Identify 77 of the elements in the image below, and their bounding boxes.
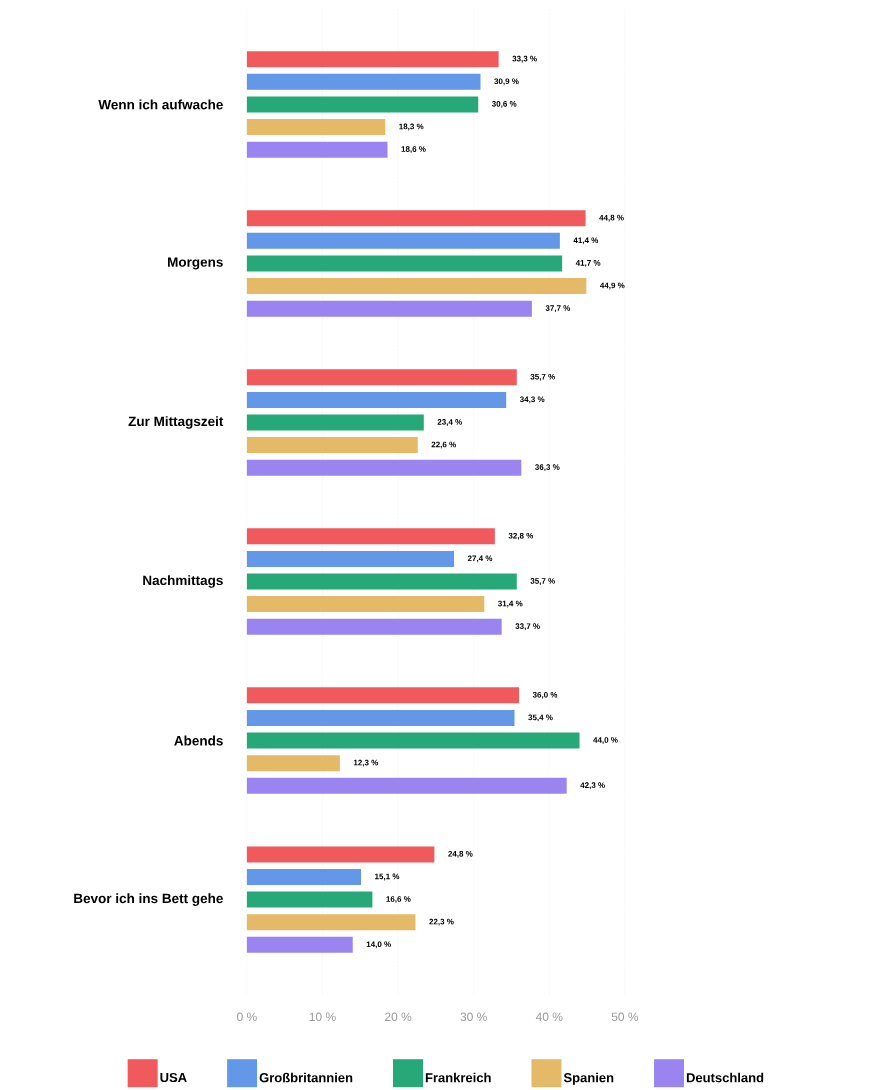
legend-label: Spanien (563, 1072, 614, 1085)
bar (246, 687, 520, 704)
y-tick-label: Bevor ich ins Bett gehe (74, 893, 223, 906)
data-label: 22,6 % (431, 441, 457, 449)
data-label: 24,8 % (448, 850, 473, 858)
data-label: 34,3 % (519, 396, 545, 404)
data-label: 30,6 % (492, 101, 517, 108)
y-tick-label: Nachmittags (143, 575, 223, 588)
bar (246, 936, 353, 953)
data-label: 30,9 % (494, 78, 519, 86)
data-label: 41,7 % (575, 260, 601, 267)
bar (246, 391, 507, 408)
data-label: 35,7 % (530, 578, 556, 585)
legend-label: USA (160, 1072, 187, 1083)
data-label: 31,4 % (498, 600, 523, 608)
x-tick-label: 10 % (309, 1012, 336, 1022)
bar (246, 300, 532, 317)
bar (246, 73, 481, 90)
bar (246, 437, 418, 454)
bar (246, 732, 580, 749)
bar (246, 550, 455, 567)
data-label: 27,4 % (467, 555, 493, 563)
data-label: 18,6 % (401, 146, 426, 154)
data-label: 18,3 % (399, 123, 424, 131)
bar (246, 414, 424, 431)
data-label: 16,6 % (386, 896, 411, 903)
data-label: 22,3 % (429, 918, 454, 926)
data-label: 41,4 % (573, 237, 599, 245)
data-label: 12,3 % (353, 759, 379, 767)
legend-label: Frankreich (425, 1072, 491, 1083)
y-tick-label: Zur Mittagszeit (128, 416, 224, 429)
legend-label: Deutschland (686, 1072, 764, 1083)
bar (246, 210, 586, 227)
bar (246, 232, 560, 249)
data-label: 36,3 % (535, 464, 560, 472)
bar (246, 914, 416, 931)
data-label: 33,7 % (515, 623, 540, 631)
bar (246, 755, 340, 772)
bar (246, 618, 502, 635)
bar (246, 278, 587, 295)
data-label: 44,0 % (593, 737, 618, 744)
bar (246, 459, 522, 476)
bar (246, 51, 499, 68)
bar (246, 868, 362, 885)
bar (246, 96, 479, 113)
data-label: 35,4 % (528, 714, 553, 722)
bar (246, 709, 515, 726)
data-label: 44,9 % (600, 282, 625, 290)
data-label: 14,0 % (366, 941, 392, 949)
y-tick-label: Morgens (168, 257, 223, 270)
data-label: 37,7 % (545, 305, 571, 313)
x-tick-label: 0 % (237, 1012, 257, 1022)
data-label: 32,8 % (508, 532, 534, 540)
x-tick-label: 40 % (535, 1012, 563, 1022)
bar (246, 141, 388, 158)
data-label: 42,3 % (580, 782, 605, 790)
bar (246, 891, 373, 908)
bar (246, 369, 517, 386)
data-label: 36,0 % (532, 691, 558, 699)
x-tick-label: 20 % (385, 1012, 412, 1022)
bar (246, 255, 563, 272)
x-tick-label: 50 % (611, 1012, 639, 1022)
data-label: 35,7 % (530, 373, 556, 381)
data-label: 33,3 % (512, 55, 537, 63)
bar (246, 596, 485, 613)
bar (246, 846, 435, 863)
data-label: 44,8 % (599, 214, 624, 222)
bar (246, 119, 386, 136)
bar (246, 528, 495, 545)
bar (246, 573, 517, 590)
legend-label: Großbritannien (259, 1072, 353, 1083)
bar (246, 777, 567, 794)
y-tick-label: Wenn ich aufwache (98, 99, 223, 110)
x-tick-label: 30 % (460, 1012, 487, 1022)
data-label: 15,1 % (375, 873, 400, 881)
data-label: 23,4 % (437, 419, 463, 426)
y-tick-label: Abends (174, 735, 223, 746)
